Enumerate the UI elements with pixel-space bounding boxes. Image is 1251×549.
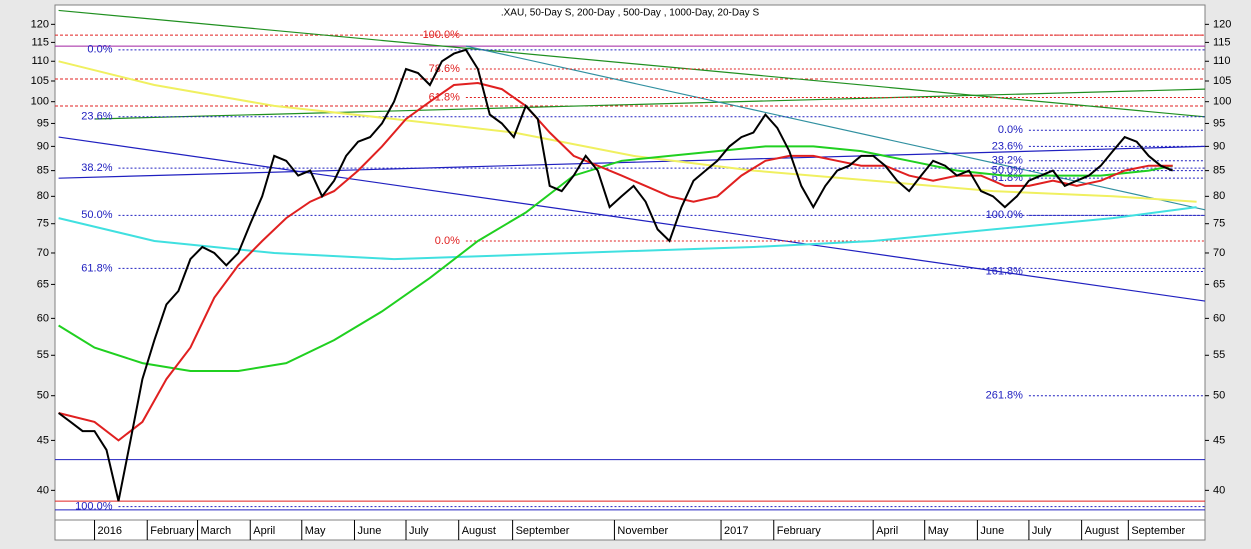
fib-label: 0.0% [998,124,1023,136]
y-tick-label: 115 [1213,36,1231,48]
x-tick-label: July [409,525,429,537]
fib-label: 78.6% [429,63,460,75]
y-tick-label: 110 [31,55,49,67]
y-tick-label: 100 [1213,96,1231,108]
series-line [58,60,1197,203]
y-tick-label: 55 [1213,349,1225,361]
chart-title: .XAU, 50-Day S, 200-Day , 500-Day , 1000… [501,8,760,19]
x-tick-label: May [305,525,326,537]
fib-label: 100.0% [75,500,113,512]
x-tick-label: May [928,525,949,537]
series-line [58,145,1173,372]
y-tick-label: 95 [37,117,49,129]
y-tick-label: 65 [1213,278,1225,290]
fib-label: 23.6% [992,140,1023,152]
series-line [58,206,1197,261]
y-tick-label: 120 [31,18,49,30]
fib-label: 161.8% [986,265,1024,277]
trend-line [58,145,1206,179]
x-tick-label: April [876,525,898,537]
y-tick-label: 110 [1213,55,1231,67]
fib-label: 61.8% [81,262,112,274]
trend-line [94,88,1206,120]
fib-label: 50.0% [992,165,1023,177]
x-tick-label: 2016 [98,525,122,537]
y-tick-label: 75 [37,218,49,230]
y-tick-label: 70 [37,247,49,259]
x-tick-label: February [777,525,822,537]
y-tick-label: 95 [1213,117,1225,129]
y-tick-label: 60 [1213,312,1225,324]
x-tick-label: 2017 [724,525,748,537]
y-tick-label: 90 [1213,140,1225,152]
fib-label: 61.8% [429,91,460,103]
fib-label: 261.8% [986,390,1024,402]
y-tick-label: 45 [1213,434,1225,446]
trend-line [465,45,1206,211]
x-tick-label: July [1032,525,1052,537]
y-tick-label: 120 [1213,18,1231,30]
plot-area [54,4,1206,521]
x-tick-label: June [357,525,381,537]
y-tick-label: 75 [1213,218,1225,230]
x-axis-band [54,519,1206,541]
fib-label: 38.2% [81,162,112,174]
fib-label: 0.0% [87,44,112,56]
x-tick-label: March [201,525,232,537]
fib-label: 0.0% [435,235,460,247]
y-tick-label: 105 [1213,75,1231,87]
x-tick-label: June [980,525,1004,537]
y-tick-label: 65 [37,278,49,290]
x-tick-label: February [150,525,195,537]
y-tick-label: 40 [37,484,49,496]
y-tick-label: 60 [37,312,49,324]
y-tick-label: 70 [1213,247,1225,259]
fib-label: 38.2% [992,155,1023,167]
y-tick-label: 40 [1213,484,1225,496]
x-tick-label: August [1085,525,1119,537]
fib-label: 23.6% [81,111,112,123]
y-tick-label: 115 [31,36,49,48]
y-tick-label: 85 [37,165,49,177]
fib-label: 50.0% [81,209,112,221]
series-line [58,81,1173,442]
y-tick-label: 100 [31,96,49,108]
x-tick-label: September [1131,525,1185,537]
trend-line [58,136,1206,302]
y-tick-label: 45 [37,434,49,446]
fib-label: 100.0% [423,29,461,41]
y-tick-label: 50 [1213,390,1225,402]
x-tick-label: November [617,525,668,537]
fib-label: 100.0% [986,209,1024,221]
y-tick-label: 55 [37,349,49,361]
y-tick-label: 85 [1213,165,1225,177]
series-line [58,48,1174,502]
trend-line [58,9,1206,118]
y-tick-label: 80 [1213,190,1225,202]
y-tick-label: 80 [37,190,49,202]
x-tick-label: April [253,525,275,537]
x-tick-label: September [516,525,570,537]
y-tick-label: 105 [31,75,49,87]
x-tick-label: August [462,525,496,537]
y-tick-label: 50 [37,390,49,402]
y-tick-label: 90 [37,140,49,152]
